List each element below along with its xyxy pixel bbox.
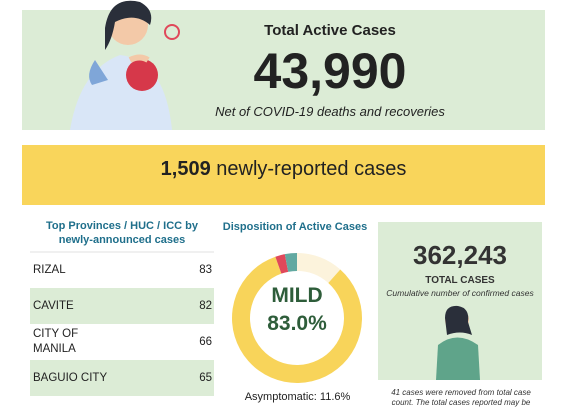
center-value: 83.0% xyxy=(267,312,327,335)
header-value: 43,990 xyxy=(253,43,407,99)
center-label: MILD xyxy=(271,284,323,307)
province-count: 66 xyxy=(199,335,212,348)
province-count: 65 xyxy=(199,371,212,384)
province-count: 83 xyxy=(199,263,212,276)
row-band xyxy=(30,360,214,396)
row-band xyxy=(30,288,214,324)
donut xyxy=(232,253,362,383)
donut-segment xyxy=(275,254,289,274)
total-subtitle: Cumulative number of confirmed cases xyxy=(386,288,534,298)
donut-segment xyxy=(284,253,297,272)
provinces-title: Top Provinces / HUC / ICC by newly-annou… xyxy=(46,220,198,246)
total-value: 362,243 xyxy=(413,240,507,270)
header-title: Total Active Cases xyxy=(264,22,396,39)
donut-segment xyxy=(297,253,341,283)
illustration-woman xyxy=(70,0,180,130)
banner-text: newly-reported cases xyxy=(216,158,407,180)
province-name: BAGUIO CITY xyxy=(33,371,108,384)
province-name: RIZAL xyxy=(33,263,66,276)
province-name: CITY OF MANILA xyxy=(33,328,79,355)
banner-number: 1,509 xyxy=(160,158,211,180)
disposition-footnote: Asymptomatic: 11.6% xyxy=(244,391,351,403)
illustration-person xyxy=(436,305,480,380)
total-label: TOTAL CASES xyxy=(425,275,495,286)
header-subtitle: Net of COVID-19 deaths and recoveries xyxy=(215,104,445,119)
banner: 1,509 newly-reported cases xyxy=(22,158,545,181)
total-note: 41 cases were removed from total case co… xyxy=(391,388,531,407)
banner-panel xyxy=(22,145,545,205)
province-name: CAVITE xyxy=(33,299,74,312)
disposition-title: Disposition of Active Cases xyxy=(222,221,368,233)
province-count: 82 xyxy=(199,299,212,312)
